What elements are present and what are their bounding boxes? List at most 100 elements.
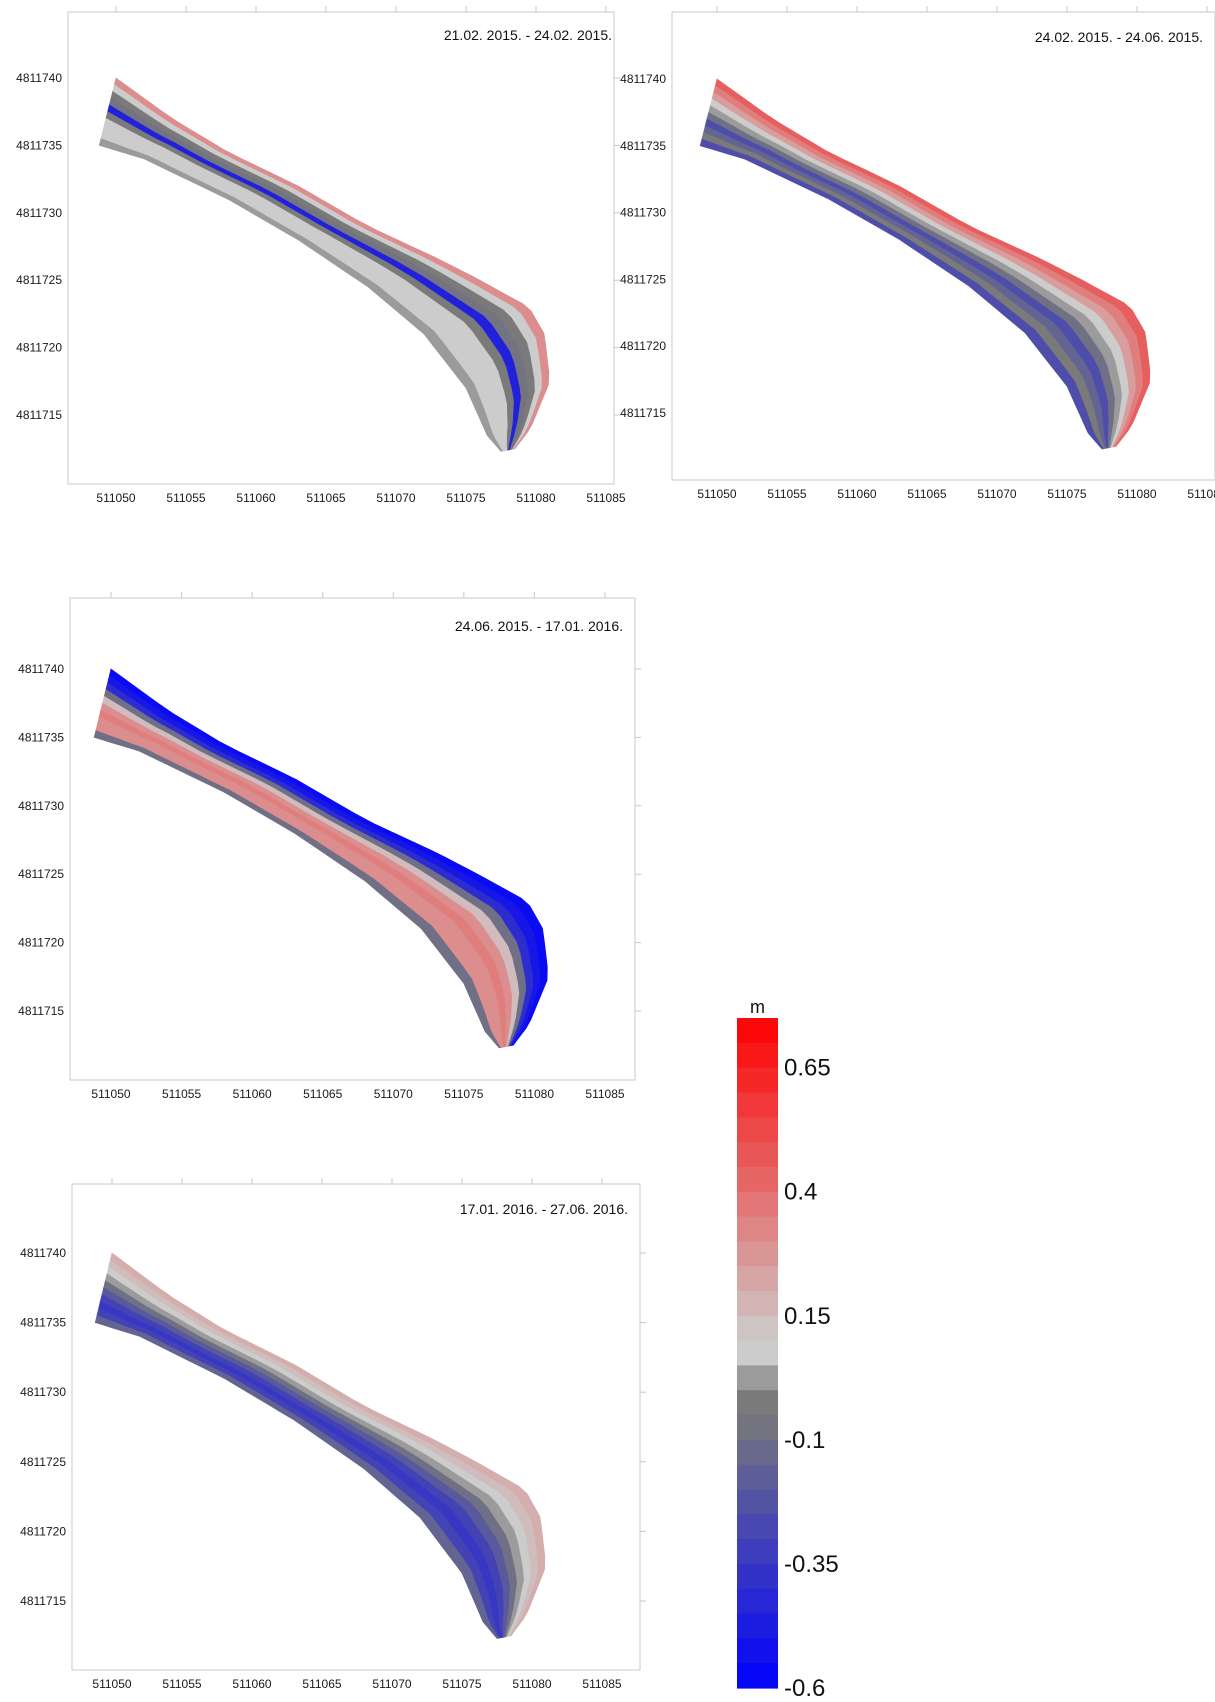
colorbar-segment	[737, 1166, 778, 1193]
colorbar-segment	[737, 1340, 778, 1366]
y-tick-label: 4811725	[20, 1455, 66, 1469]
colorbar-segment	[737, 1514, 778, 1540]
x-tick-label: 511085	[585, 1087, 624, 1101]
colorbar-tick-label: 0.4	[784, 1179, 817, 1206]
colorbar-tick-label: 0.65	[784, 1055, 831, 1082]
heatmap-surface	[98, 77, 550, 452]
x-tick-label: 511065	[303, 1087, 342, 1101]
colorbar-segment	[737, 1241, 778, 1267]
x-tick-label: 511085	[1187, 487, 1215, 501]
panel-title: 24.06. 2015. - 17.01. 2016.	[455, 618, 623, 634]
x-tick-label: 511060	[236, 491, 275, 505]
heatmap-surface	[94, 1252, 546, 1639]
colorbar-segment	[737, 1092, 778, 1118]
colorbar-tick-label: 0.15	[784, 1303, 831, 1330]
x-tick-label: 511055	[166, 491, 205, 505]
y-tick-label: 4811725	[18, 867, 64, 881]
chart-panel-2: 24.02. 2015. - 24.06. 2015. 511050 511055 5…	[620, 6, 1215, 501]
x-tick-label: 511050	[697, 487, 736, 501]
colorbar-segment	[737, 1315, 778, 1342]
panel-title: 24.02. 2015. - 24.06. 2015.	[1035, 29, 1203, 45]
colorbar-segment	[737, 1142, 778, 1168]
x-tick-label: 511060	[233, 1087, 272, 1101]
x-tick-label: 511075	[446, 491, 485, 505]
y-tick-label: 4811735	[16, 138, 62, 152]
y-tick-label: 4811725	[16, 273, 62, 287]
heatmap-surface	[93, 668, 548, 1049]
colorbar-segment	[737, 1588, 778, 1615]
colorbar-tick-label: -0.6	[784, 1675, 825, 1702]
x-tick-label: 511070	[374, 1087, 413, 1101]
y-tick-label: 4811720	[620, 339, 666, 353]
colorbar-unit-label: m	[750, 997, 765, 1017]
colorbar-segment	[737, 1067, 778, 1094]
x-tick-label: 511065	[306, 491, 345, 505]
heatmap-band	[94, 1315, 499, 1639]
colorbar-segment	[737, 1266, 778, 1292]
heatmap-surface	[699, 78, 1151, 450]
x-tick-label: 511055	[767, 487, 806, 501]
x-tick-label: 511080	[512, 1677, 551, 1691]
x-tick-label: 511070	[372, 1677, 411, 1691]
x-tick-label: 511055	[162, 1677, 201, 1691]
plot-frame	[71, 1183, 641, 1671]
y-tick-label: 4811730	[620, 206, 666, 220]
colorbar-segment	[737, 1018, 778, 1044]
y-tick-label: 4811740	[620, 72, 666, 86]
x-tick-label: 511050	[96, 491, 135, 505]
x-tick-label: 511060	[232, 1677, 271, 1691]
chart-panel-4: 17.01. 2016. - 27.06. 2016. 511050 511055 5…	[20, 1178, 646, 1691]
x-tick-label: 511070	[376, 491, 415, 505]
x-tick-label: 511080	[1117, 487, 1156, 501]
plot-frame	[67, 11, 615, 485]
colorbar-segment	[737, 1613, 778, 1639]
colorbar-segment	[737, 1365, 778, 1391]
x-tick-label: 511055	[162, 1087, 201, 1101]
colorbar-segment	[737, 1042, 778, 1069]
colorbar-segment	[737, 1439, 778, 1466]
x-tick-label: 511065	[907, 487, 946, 501]
colorbar-tick-label: -0.1	[784, 1427, 825, 1454]
x-tick-label: 511085	[586, 491, 625, 505]
x-tick-label: 511080	[516, 491, 555, 505]
y-tick-label: 4811740	[16, 71, 62, 85]
y-tick-label: 4811715	[20, 1594, 66, 1608]
x-tick-label: 511085	[582, 1677, 621, 1691]
colorbar-tick-label: -0.35	[784, 1551, 839, 1578]
heatmap-band	[98, 138, 503, 452]
y-tick-label: 4811715	[16, 408, 62, 422]
y-tick-label: 4811730	[18, 799, 64, 813]
colorbar-segment	[737, 1117, 778, 1143]
colorbar-segment	[737, 1390, 778, 1416]
y-tick-label: 4811730	[20, 1385, 66, 1399]
y-tick-label: 4811720	[16, 341, 62, 355]
y-tick-label: 4811725	[620, 272, 666, 286]
y-tick-label: 4811740	[20, 1246, 66, 1260]
y-tick-label: 4811735	[20, 1316, 66, 1330]
colorbar-segment	[737, 1290, 778, 1317]
x-tick-label: 511050	[92, 1677, 131, 1691]
colorbar-segment	[737, 1539, 778, 1565]
colorbar-segment	[737, 1216, 778, 1242]
colorbar-segment	[737, 1563, 778, 1590]
x-tick-label: 511075	[444, 1087, 483, 1101]
y-tick-label: 4811735	[18, 730, 64, 744]
x-tick-label: 511070	[977, 487, 1016, 501]
x-tick-label: 511075	[442, 1677, 481, 1691]
x-tick-label: 511065	[302, 1677, 341, 1691]
x-tick-label: 511050	[91, 1087, 130, 1101]
x-tick-label: 511075	[1047, 487, 1086, 501]
colorbar-segment	[737, 1489, 778, 1515]
panel-title: 21.02. 2015. - 24.02. 2015.	[444, 27, 612, 43]
chart-panel-1: 21.02. 2015. - 24.02. 2015. 511050 511055 5…	[16, 6, 626, 505]
plot-frame	[69, 597, 636, 1081]
y-tick-label: 4811740	[18, 662, 64, 676]
y-tick-label: 4811735	[620, 139, 666, 153]
colorbar: 0.65 0.4 0.15 -0.1 -0.35 -0.6 m	[737, 997, 839, 1702]
colorbar-segment	[737, 1191, 778, 1218]
plot-frame	[671, 11, 1215, 481]
y-tick-label: 4811720	[20, 1524, 66, 1538]
heatmap-band	[93, 730, 502, 1049]
y-tick-label: 4811730	[16, 206, 62, 220]
